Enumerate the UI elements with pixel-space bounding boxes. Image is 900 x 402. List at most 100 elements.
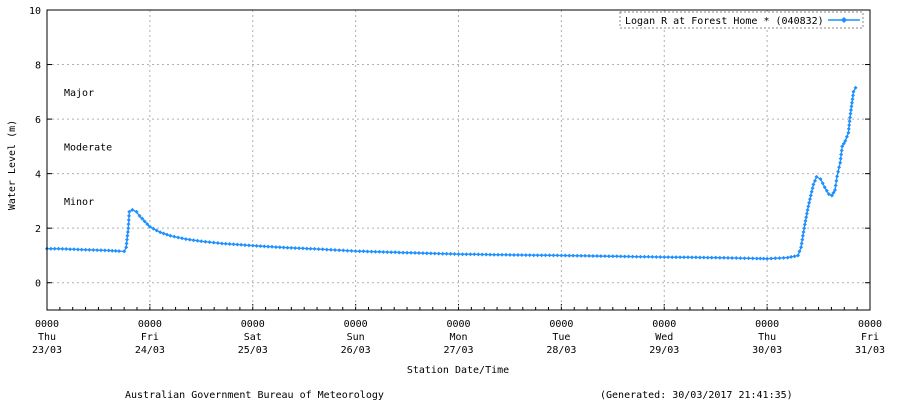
data-point — [826, 192, 831, 197]
data-point — [511, 253, 516, 257]
data-point — [658, 255, 663, 259]
data-point — [316, 247, 321, 252]
data-point — [147, 224, 152, 229]
data-point — [416, 251, 421, 255]
data-point — [848, 115, 852, 120]
data-point — [312, 246, 317, 251]
data-point — [813, 178, 817, 183]
data-point — [618, 254, 623, 259]
data-point — [591, 254, 595, 258]
x-tick-time: 0000 — [549, 319, 573, 330]
data-point — [807, 200, 812, 205]
data-point — [814, 174, 819, 179]
data-point — [227, 242, 232, 246]
x-tick-day: Sat — [244, 332, 262, 343]
x-tick-date: 31/03 — [855, 345, 885, 356]
data-point — [746, 256, 751, 261]
data-point — [246, 243, 251, 248]
data-point — [579, 253, 584, 258]
data-point — [250, 243, 255, 248]
data-point — [527, 253, 532, 258]
data-point — [507, 252, 512, 257]
data-point — [235, 242, 240, 247]
data-point — [847, 123, 852, 128]
data-point — [804, 215, 809, 220]
data-point — [773, 256, 778, 261]
data-point — [203, 239, 208, 244]
data-point — [705, 255, 710, 260]
x-tick-date: 27/03 — [443, 345, 473, 356]
data-point — [389, 250, 394, 255]
data-point — [800, 237, 805, 242]
data-point — [172, 234, 177, 239]
data-point — [606, 254, 611, 259]
x-tick-day: Thu — [38, 332, 56, 343]
data-point — [519, 253, 524, 257]
data-point — [64, 247, 69, 251]
data-point — [266, 244, 271, 249]
data-point — [140, 216, 145, 221]
data-point — [91, 248, 96, 252]
data-point — [567, 253, 572, 258]
plot-frame — [46, 9, 871, 311]
data-point — [460, 252, 465, 257]
data-point — [769, 256, 774, 261]
data-point — [822, 185, 827, 190]
data-point — [734, 256, 739, 260]
data-point — [843, 138, 848, 143]
data-point — [547, 253, 552, 258]
data-point — [670, 255, 675, 260]
data-point — [353, 249, 358, 254]
y-tick-label: 2 — [35, 224, 41, 235]
data-point — [424, 251, 429, 256]
data-point — [730, 256, 735, 260]
data-point — [300, 246, 305, 251]
data-point — [602, 254, 607, 259]
x-tick-day: Mon — [449, 332, 467, 343]
grid — [46, 9, 871, 310]
data-point — [125, 233, 130, 238]
data-point — [413, 250, 417, 255]
data-point — [761, 256, 766, 261]
data-point — [622, 254, 627, 259]
data-point — [281, 245, 286, 250]
data-point — [125, 230, 130, 234]
data-point — [258, 244, 263, 249]
data-point — [587, 253, 592, 258]
x-tick-day: Sun — [347, 332, 365, 343]
data-point — [484, 252, 489, 257]
data-point — [610, 254, 615, 259]
data-point — [401, 250, 406, 255]
data-point — [72, 247, 76, 252]
data-point — [176, 235, 181, 240]
data-point — [614, 254, 619, 259]
data-point — [797, 249, 802, 254]
data-point — [328, 247, 333, 252]
legend-series-marker — [841, 17, 847, 23]
data-point — [583, 253, 588, 258]
x-tick-day: Wed — [655, 332, 673, 343]
data-point — [452, 252, 457, 256]
data-point — [515, 253, 520, 257]
data-point — [262, 244, 267, 249]
data-point — [187, 237, 192, 242]
x-tick-date: 29/03 — [649, 345, 679, 356]
data-point — [535, 253, 540, 258]
data-point — [809, 189, 814, 194]
footer-agency: Australian Government Bureau of Meteorol… — [125, 390, 384, 401]
data-point — [365, 249, 370, 254]
data-point — [804, 211, 809, 216]
data-point — [833, 188, 837, 192]
data-point — [83, 247, 88, 252]
data-point — [835, 174, 840, 179]
data-point — [750, 256, 755, 261]
data-point — [575, 253, 580, 258]
data-point — [551, 253, 556, 258]
data-point — [297, 246, 301, 251]
x-tick-time: 0000 — [138, 319, 162, 330]
data-point — [799, 245, 804, 250]
y-tick-label: 10 — [29, 6, 41, 17]
data-point — [642, 254, 647, 259]
data-point — [802, 222, 807, 227]
data-point — [800, 233, 805, 238]
